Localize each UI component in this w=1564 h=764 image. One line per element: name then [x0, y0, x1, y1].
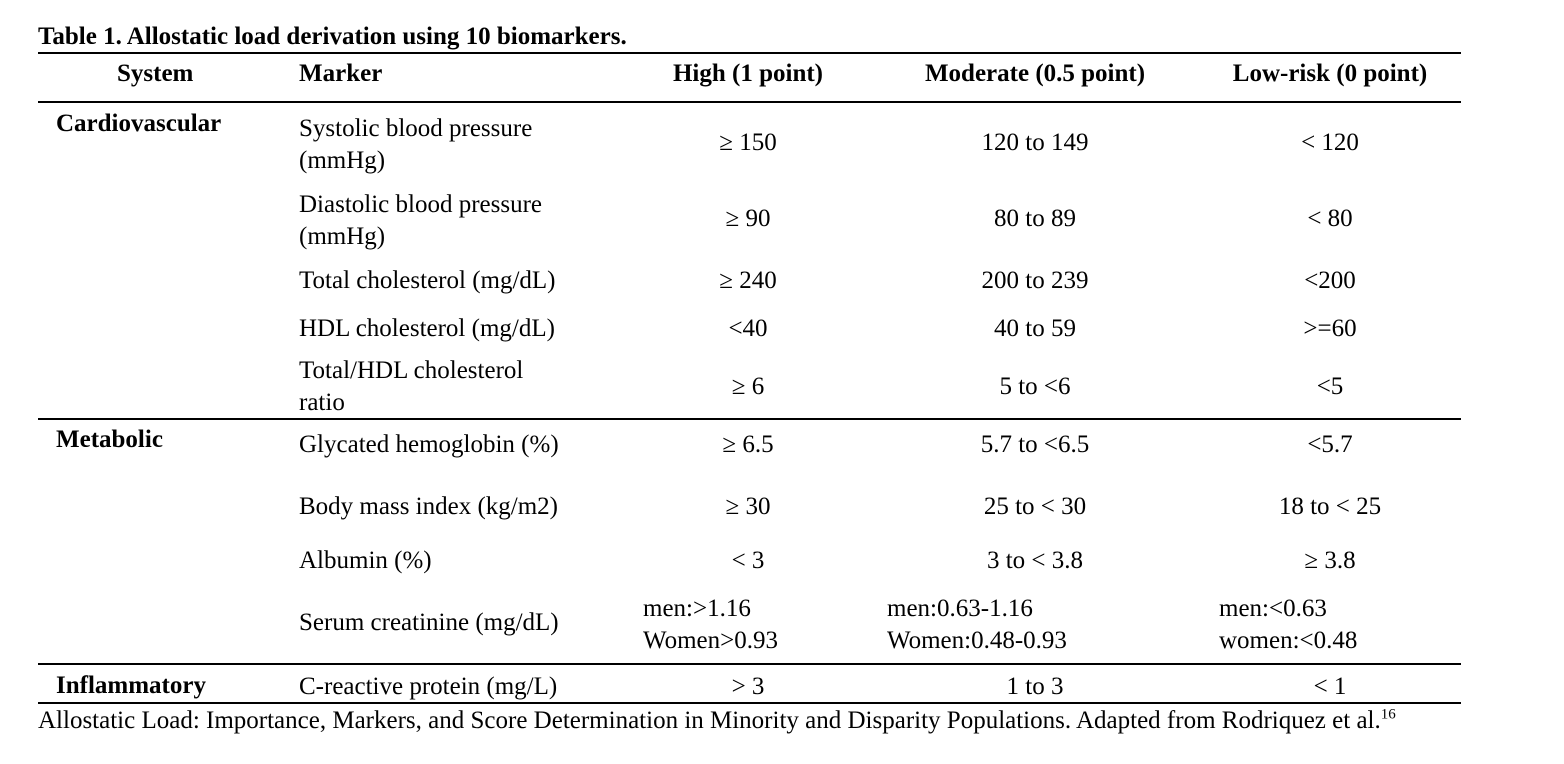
moderate-creatinine-women: Women:0.48-0.93: [887, 627, 1067, 654]
moderate-bmi: 25 to < 30: [983, 493, 1087, 520]
marker-systolic-line2: (mmHg): [299, 147, 386, 174]
rule-metabolic: [38, 663, 1461, 665]
marker-creatinine: Serum creatinine (mg/dL): [299, 609, 559, 636]
header-marker: Marker: [299, 60, 383, 87]
marker-total-cholesterol: Total cholesterol (mg/dL): [299, 267, 556, 294]
system-metabolic: Metabolic: [56, 426, 163, 453]
moderate-diastolic: 80 to 89: [994, 205, 1076, 232]
moderate-hba1c: 5.7 to <6.5: [980, 431, 1090, 458]
marker-diastolic: Diastolic blood pressure (mmHg): [299, 189, 542, 253]
rule-header: [38, 101, 1461, 103]
moderate-total-cholesterol: 200 to 239: [981, 267, 1089, 294]
low-diastolic: < 80: [1307, 205, 1353, 232]
high-crp: > 3: [731, 673, 765, 700]
header-system: System: [117, 60, 194, 87]
high-systolic: ≥ 150: [719, 129, 777, 156]
rule-cardiovascular: [38, 418, 1461, 420]
low-creatinine-women: women:<0.48: [1219, 627, 1358, 654]
system-inflammatory: Inflammatory: [56, 672, 206, 699]
system-cardiovascular: Cardiovascular: [56, 110, 222, 137]
marker-hdl: HDL cholesterol (mg/dL): [299, 315, 555, 342]
low-hba1c: <5.7: [1307, 431, 1353, 458]
low-bmi: 18 to < 25: [1278, 493, 1382, 520]
marker-ratio: Total/HDL cholesterol ratio: [299, 355, 523, 419]
rule-bottom: [38, 702, 1461, 704]
low-ratio: <5: [1316, 373, 1344, 400]
moderate-hdl: 40 to 59: [994, 315, 1076, 342]
high-total-cholesterol: ≥ 240: [719, 267, 777, 294]
low-albumin: ≥ 3.8: [1304, 547, 1356, 574]
header-low: Low-risk (0 point): [1232, 60, 1428, 87]
high-hba1c: ≥ 6.5: [722, 431, 774, 458]
low-systolic: < 120: [1301, 129, 1359, 156]
low-crp: < 1: [1313, 673, 1347, 700]
high-hdl: <40: [728, 315, 768, 342]
rule-top: [38, 52, 1461, 54]
high-creatinine-women: Women>0.93: [643, 627, 778, 654]
high-creatinine: men:>1.16 Women>0.93: [643, 593, 778, 657]
high-creatinine-men: men:>1.16: [643, 595, 751, 622]
moderate-creatinine-men: men:0.63-1.16: [887, 595, 1033, 622]
marker-bmi: Body mass index (kg/m2): [299, 493, 559, 520]
high-ratio: ≥ 6: [731, 373, 765, 400]
marker-hba1c: Glycated hemoglobin (%): [299, 431, 559, 458]
low-creatinine-men: men:<0.63: [1219, 595, 1327, 622]
table-caption: Table 1. Allostatic load derivation usin…: [38, 23, 627, 50]
marker-crp: C-reactive protein (mg/L): [299, 673, 558, 700]
moderate-crp: 1 to 3: [1006, 673, 1064, 700]
footnote-text: Allostatic Load: Importance, Markers, an…: [38, 707, 1381, 734]
header-high: High (1 point): [672, 60, 824, 87]
marker-albumin: Albumin (%): [299, 547, 432, 574]
moderate-systolic: 120 to 149: [981, 129, 1089, 156]
marker-systolic-line1: Systolic blood pressure: [299, 115, 533, 142]
low-creatinine: men:<0.63 women:<0.48: [1219, 593, 1357, 657]
table-footnote: Allostatic Load: Importance, Markers, an…: [38, 705, 1396, 737]
marker-diastolic-line2: (mmHg): [299, 223, 386, 250]
high-diastolic: ≥ 90: [725, 205, 771, 232]
moderate-ratio: 5 to <6: [999, 373, 1071, 400]
low-hdl: >=60: [1303, 315, 1357, 342]
marker-diastolic-line1: Diastolic blood pressure: [299, 191, 543, 218]
high-bmi: ≥ 30: [725, 493, 771, 520]
marker-ratio-line1: Total/HDL cholesterol: [299, 357, 524, 384]
footnote-reference: 16: [1380, 706, 1396, 723]
low-total-cholesterol: <200: [1304, 267, 1356, 294]
header-moderate: Moderate (0.5 point): [924, 60, 1146, 87]
high-albumin: < 3: [731, 547, 765, 574]
moderate-creatinine: men:0.63-1.16 Women:0.48-0.93: [887, 593, 1067, 657]
moderate-albumin: 3 to < 3.8: [986, 547, 1084, 574]
marker-ratio-line2: ratio: [299, 389, 345, 416]
marker-systolic: Systolic blood pressure (mmHg): [299, 113, 532, 177]
